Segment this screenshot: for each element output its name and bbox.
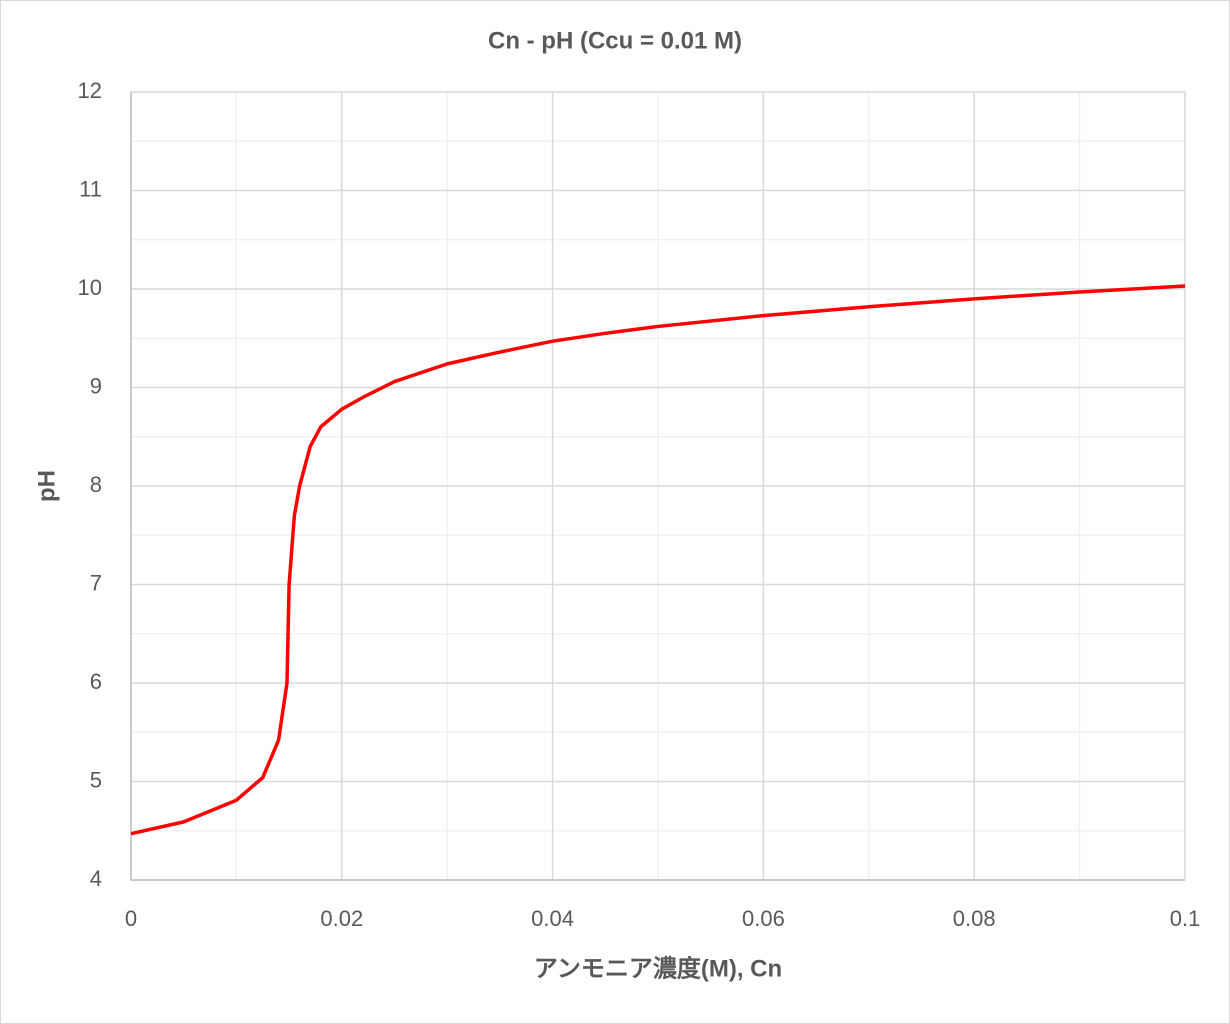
x-axis-title: アンモニア濃度(M), Cn <box>534 954 782 982</box>
y-tick-label: 5 <box>90 767 102 792</box>
x-tick-label: 0.08 <box>953 906 996 931</box>
y-tick-label: 11 <box>79 176 102 201</box>
y-tick-label: 9 <box>90 373 102 398</box>
y-tick-label: 4 <box>90 866 102 891</box>
x-tick-label: 0.04 <box>531 906 574 931</box>
chart-title: Cn - pH (Ccu = 0.01 M) <box>488 27 742 54</box>
data-line <box>130 284 1186 836</box>
y-tick-label: 7 <box>90 570 102 595</box>
y-tick-label: 8 <box>90 472 102 497</box>
y-tick-label: 12 <box>78 78 102 103</box>
x-tick-label: 0 <box>125 906 137 931</box>
x-tick-label: 0.06 <box>742 906 785 931</box>
x-tick-label: 0.1 <box>1170 906 1201 931</box>
y-axis-title: pH <box>33 470 60 502</box>
x-tick-label: 0.02 <box>320 906 363 931</box>
y-tick-label: 10 <box>78 275 102 300</box>
y-tick-label: 6 <box>90 669 102 694</box>
